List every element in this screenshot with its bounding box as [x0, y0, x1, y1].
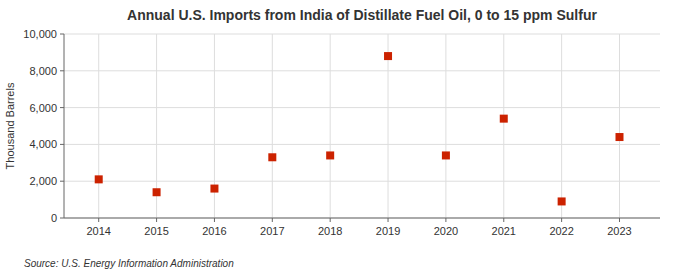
y-grid-line: [64, 107, 660, 108]
point: [500, 115, 508, 123]
x-grid-line: [619, 34, 620, 218]
x-tick: [445, 218, 446, 222]
point: [442, 151, 450, 159]
x-grid-line: [445, 34, 446, 218]
y-grid-line: [64, 34, 660, 35]
point: [95, 175, 103, 183]
y-tick-label: 8,000: [29, 65, 57, 77]
x-tick-label: 2022: [549, 225, 573, 237]
y-tick: [60, 218, 64, 219]
x-tick: [214, 218, 215, 222]
x-tick-label: 2016: [202, 225, 226, 237]
x-grid-line: [272, 34, 273, 218]
y-tick: [60, 181, 64, 182]
y-tick: [60, 107, 64, 108]
y-grid-line: [64, 218, 660, 219]
y-tick-label: 2,000: [29, 175, 57, 187]
chart: Annual U.S. Imports from India of Distil…: [0, 0, 675, 275]
point: [153, 188, 161, 196]
x-grid-line: [330, 34, 331, 218]
x-tick: [272, 218, 273, 222]
point: [268, 153, 276, 161]
y-grid-line: [64, 144, 660, 145]
y-axis-line: [64, 34, 65, 218]
x-grid-line: [98, 34, 99, 218]
y-tick-label: 6,000: [29, 102, 57, 114]
x-tick-label: 2018: [318, 225, 342, 237]
y-tick: [60, 70, 64, 71]
y-tick-label: 10,000: [23, 28, 57, 40]
x-grid-line: [561, 34, 562, 218]
source-note: Source: U.S. Energy Information Administ…: [24, 258, 234, 269]
y-axis-label: Thousand Barrels: [4, 82, 16, 169]
x-tick: [619, 218, 620, 222]
x-tick: [98, 218, 99, 222]
point: [210, 185, 218, 193]
x-tick-label: 2015: [144, 225, 168, 237]
x-grid-line: [388, 34, 389, 218]
point: [615, 133, 623, 141]
title: Annual U.S. Imports from India of Distil…: [127, 7, 597, 23]
x-tick-label: 2021: [492, 225, 516, 237]
x-tick-label: 2017: [260, 225, 284, 237]
x-axis-line: [64, 218, 660, 219]
y-tick-label: 0: [51, 212, 57, 224]
x-tick-label: 2014: [86, 225, 110, 237]
y-tick-label: 4,000: [29, 138, 57, 150]
point: [326, 151, 334, 159]
x-tick: [561, 218, 562, 222]
x-tick-label: 2020: [434, 225, 458, 237]
y-grid-line: [64, 70, 660, 71]
x-tick: [388, 218, 389, 222]
x-tick: [156, 218, 157, 222]
x-tick: [503, 218, 504, 222]
point: [558, 197, 566, 205]
y-tick: [60, 34, 64, 35]
x-tick: [330, 218, 331, 222]
point: [384, 52, 392, 60]
grid: [64, 34, 660, 218]
x-tick-label: 2019: [376, 225, 400, 237]
points: [95, 52, 624, 205]
x-grid-line: [503, 34, 504, 218]
y-tick: [60, 144, 64, 145]
y-grid-line: [64, 181, 660, 182]
x-tick-label: 2023: [607, 225, 631, 237]
